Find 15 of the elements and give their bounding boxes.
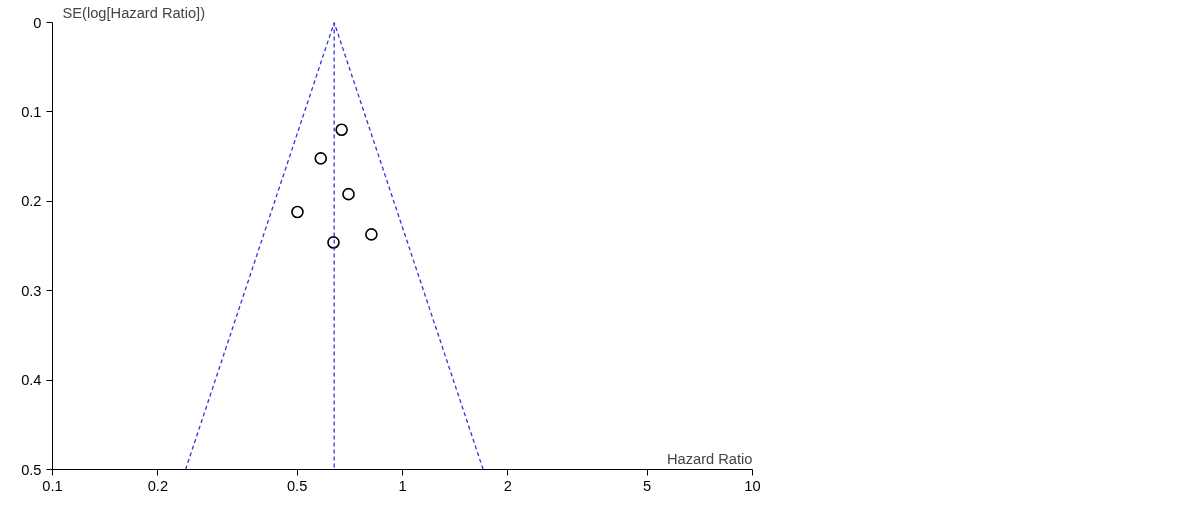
y-axis-title: SE(log[Hazard Ratio]): [62, 4, 206, 21]
x-tick-label: 10: [744, 477, 761, 494]
y-tick-label: 0.4: [21, 372, 42, 389]
y-tick-label: 0: [33, 14, 42, 31]
y-tick-label: 0.3: [21, 282, 42, 299]
x-tick-label: 2: [503, 477, 512, 494]
x-tick-label: 5: [643, 477, 652, 494]
x-tick-label: 0.5: [286, 477, 308, 494]
x-tick-label: 1: [398, 477, 407, 494]
y-tick-label: 0.2: [21, 193, 42, 210]
x-tick-label: 0.1: [42, 477, 63, 494]
x-axis-title: Hazard Ratio: [666, 450, 753, 467]
x-tick-label: 0.2: [147, 477, 169, 494]
y-tick-label: 0.5: [21, 461, 42, 478]
y-tick-label: 0.1: [21, 103, 42, 120]
